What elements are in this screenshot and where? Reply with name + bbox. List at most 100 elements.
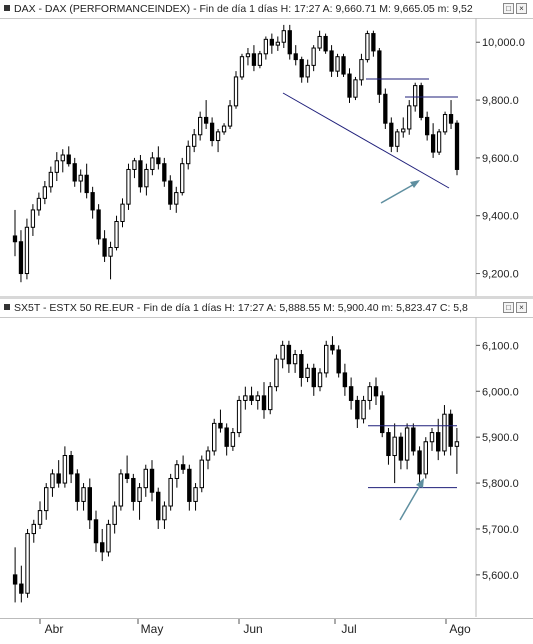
- candle-body: [436, 131, 442, 153]
- candle: [275, 36, 280, 51]
- candle: [203, 100, 209, 129]
- x-axis-labels: Abr May Jun Jul Ago: [39, 619, 471, 636]
- candle-body: [75, 473, 80, 502]
- candle: [186, 140, 191, 170]
- annotation-arrow: [399, 481, 423, 521]
- candle-body: [361, 399, 366, 420]
- candle: [317, 30, 322, 51]
- candle-body: [292, 354, 298, 365]
- candle: [132, 157, 137, 179]
- candle-body: [263, 38, 269, 55]
- candle-body: [168, 477, 173, 507]
- candle: [348, 377, 354, 410]
- candle: [44, 483, 49, 520]
- candle-body: [144, 168, 149, 188]
- panel-handle-icon[interactable]: [4, 5, 10, 11]
- candle: [168, 175, 173, 210]
- panel-handle-icon[interactable]: [4, 304, 10, 310]
- candle: [335, 53, 340, 77]
- candle-body: [25, 533, 30, 594]
- candle: [365, 30, 370, 63]
- candle-body: [218, 422, 223, 429]
- y-tick-label: 5,600.0: [482, 570, 519, 582]
- candle-body: [106, 523, 111, 553]
- candle-body: [198, 116, 203, 136]
- candle-body: [108, 247, 113, 257]
- candle-body: [212, 422, 217, 452]
- candle-body: [281, 30, 286, 43]
- candle: [255, 391, 260, 410]
- candle: [156, 146, 161, 170]
- candle-body: [233, 76, 239, 107]
- candle: [383, 88, 388, 129]
- candle-body: [407, 105, 412, 130]
- candle-body: [243, 395, 248, 401]
- candle: [299, 56, 304, 83]
- panel-divider[interactable]: [0, 296, 533, 299]
- candle: [124, 455, 130, 484]
- candle-body: [138, 160, 143, 188]
- y-tick-label: 9,600.0: [482, 153, 519, 165]
- candle-body: [413, 85, 418, 107]
- candle-body: [205, 450, 211, 461]
- candle: [263, 36, 269, 60]
- candle-body: [348, 386, 354, 401]
- candle: [230, 427, 236, 451]
- candle-body: [255, 395, 260, 401]
- candle-body: [442, 413, 447, 452]
- candle: [401, 117, 406, 138]
- maximize-button[interactable]: □: [503, 302, 514, 313]
- candle: [18, 230, 24, 283]
- candle-body: [174, 464, 180, 479]
- candle: [429, 427, 435, 451]
- candle: [215, 128, 221, 153]
- candle-body: [12, 574, 18, 585]
- candle-body: [257, 53, 263, 66]
- candle-body: [162, 163, 167, 182]
- candle-body: [44, 487, 49, 512]
- candle-body: [249, 395, 254, 401]
- annotation-arrow: [380, 181, 419, 204]
- candle: [199, 455, 204, 493]
- candle: [180, 455, 186, 474]
- candle-body: [126, 168, 131, 205]
- candle-body: [454, 441, 460, 447]
- candle-body: [347, 73, 352, 98]
- close-button[interactable]: ×: [516, 302, 527, 313]
- x-tick-label: Abr: [45, 622, 64, 636]
- candle-body: [329, 50, 334, 72]
- trendline[interactable]: [282, 92, 450, 189]
- candle: [251, 45, 257, 72]
- dax-panel-title: DAX - DAX (PERFORMANCEINDEX) - Fin de dí…: [14, 3, 473, 15]
- candle: [30, 204, 36, 236]
- candle-body: [371, 33, 376, 52]
- candle: [268, 382, 273, 415]
- candle: [286, 340, 292, 373]
- candle-body: [317, 35, 322, 49]
- candle: [209, 117, 215, 147]
- y-tick-label: 9,200.0: [482, 269, 519, 281]
- candle-body: [62, 455, 68, 484]
- candle: [317, 368, 323, 392]
- candle: [274, 354, 279, 392]
- candle: [221, 123, 227, 135]
- candle-body: [311, 367, 316, 388]
- candle-body: [454, 122, 460, 170]
- candle-body: [221, 125, 227, 133]
- candle-body: [389, 122, 394, 147]
- candle: [281, 24, 286, 49]
- close-button[interactable]: ×: [516, 3, 527, 14]
- candle: [81, 483, 86, 511]
- maximize-button[interactable]: □: [503, 3, 514, 14]
- candle-body: [186, 145, 191, 165]
- candle-body: [24, 226, 30, 275]
- candle: [118, 469, 124, 511]
- candle: [305, 59, 310, 83]
- candle: [342, 363, 348, 396]
- candle: [19, 565, 24, 603]
- candle-body: [48, 171, 53, 188]
- candle: [227, 100, 233, 129]
- candle-body: [251, 53, 257, 66]
- candle: [42, 181, 47, 205]
- candle: [90, 186, 95, 219]
